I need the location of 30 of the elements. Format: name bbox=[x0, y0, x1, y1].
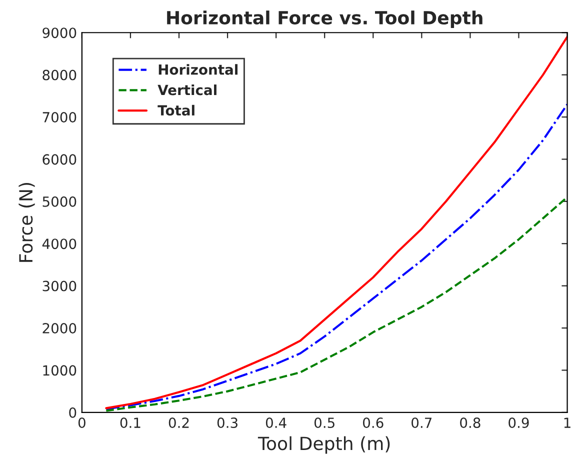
legend-label: Vertical bbox=[158, 84, 216, 96]
x-tick-label: 0.8 bbox=[460, 418, 480, 428]
y-tick-label: 2000 bbox=[42, 322, 76, 334]
x-tick-label: 1 bbox=[564, 418, 570, 428]
y-tick-label: 6000 bbox=[42, 154, 76, 165]
line-series bbox=[105, 103, 568, 410]
y-axis-title: Force (N) bbox=[18, 182, 35, 262]
y-tick-label: 0 bbox=[69, 407, 76, 418]
x-axis-title: Tool Depth (m) bbox=[258, 436, 390, 454]
y-tick-label: 5000 bbox=[42, 196, 76, 207]
legend-label: Horizontal bbox=[158, 64, 238, 75]
chart-title: Horizontal Force vs. Tool Depth bbox=[167, 10, 482, 28]
x-tick-label: 0 bbox=[78, 418, 86, 428]
legend-label: Total bbox=[158, 104, 194, 116]
x-tick-label: 0.6 bbox=[363, 418, 384, 428]
y-tick-label: 9000 bbox=[42, 28, 76, 38]
line-series bbox=[105, 196, 568, 412]
y-tick-label: 3000 bbox=[42, 280, 76, 292]
y-tick-label: 8000 bbox=[42, 70, 76, 80]
x-tick-label: 0.9 bbox=[508, 418, 529, 428]
y-tick-label: 1000 bbox=[43, 365, 76, 376]
line-series bbox=[105, 36, 568, 410]
y-tick-label: 7000 bbox=[42, 112, 76, 122]
x-tick-label: 0.7 bbox=[412, 418, 432, 428]
x-tick-label: 0.1 bbox=[120, 418, 140, 428]
x-tick-label: 0.2 bbox=[168, 418, 189, 428]
x-tick-label: 0.5 bbox=[314, 418, 334, 428]
x-tick-label: 0.3 bbox=[217, 418, 238, 428]
x-tick-label: 0.4 bbox=[266, 418, 286, 428]
y-tick-label: 4000 bbox=[42, 238, 76, 250]
